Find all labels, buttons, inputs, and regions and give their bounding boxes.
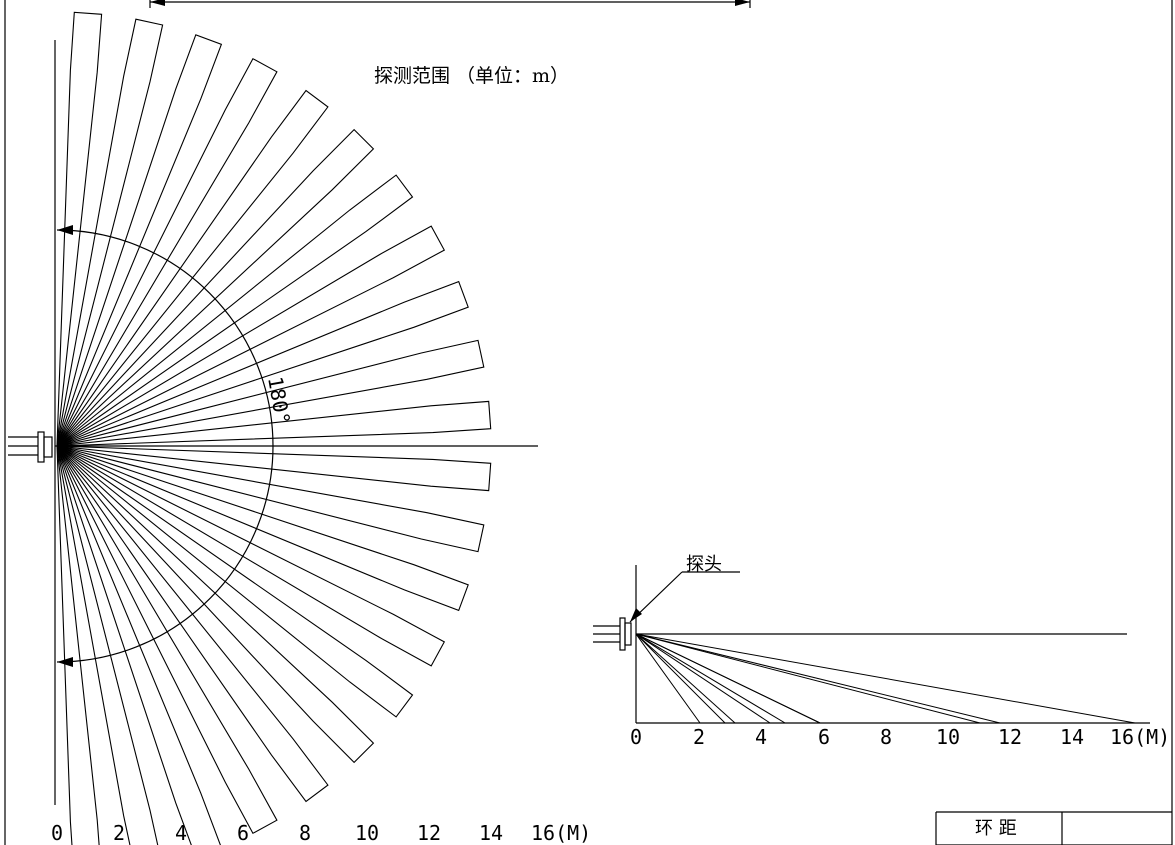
detection-beam — [56, 57, 278, 447]
top-view-probe — [8, 431, 53, 463]
tick-label: 0 — [51, 821, 63, 845]
tick-label: 4 — [755, 725, 767, 749]
tick-label: 10 — [936, 725, 960, 749]
side-view-axis-labels: 0 2 4 6 8 10 12 14 16(M) — [630, 725, 1170, 749]
detection-beam — [56, 445, 469, 612]
detection-beam — [56, 89, 329, 447]
detection-beam — [56, 445, 100, 845]
probe-label: 探头 — [686, 554, 722, 575]
tick-label: 8 — [299, 821, 311, 845]
detection-beam — [56, 400, 492, 447]
detection-beam — [56, 280, 469, 447]
top-view-title: 探测范围 （单位：m） — [374, 65, 569, 87]
detection-beam — [56, 445, 329, 803]
detection-beam — [56, 174, 414, 447]
tick-label: 12 — [417, 821, 441, 845]
range-table: 环 距 — [935, 811, 1172, 845]
tick-label: 6 — [237, 821, 249, 845]
tick-label: 12 — [998, 725, 1022, 749]
detection-beam — [56, 445, 414, 718]
top-dimension-line — [149, 0, 751, 8]
zone-near — [635, 633, 772, 724]
angle-arc — [56, 229, 274, 663]
tick-label: 16(M) — [1110, 725, 1170, 749]
zone-mid-far — [635, 633, 981, 724]
tick-label: 8 — [880, 725, 892, 749]
top-view-axis-labels: 0 2 4 6 8 10 12 14 16(M) — [51, 821, 591, 845]
zone-far — [635, 633, 1136, 724]
detection-beam — [56, 445, 446, 667]
tick-label: 2 — [113, 821, 125, 845]
detection-beam — [56, 445, 278, 835]
detection-beam — [56, 445, 159, 845]
detection-beam — [56, 18, 164, 447]
detection-fan — [56, 11, 492, 845]
detection-beam — [56, 445, 485, 553]
probe-leader-arrow — [630, 608, 642, 622]
tick-label: 6 — [818, 725, 830, 749]
side-view-probe — [593, 617, 632, 651]
detection-beam — [56, 128, 375, 447]
detection-beam — [56, 34, 223, 447]
tick-label: 2 — [693, 725, 705, 749]
detection-beam — [56, 11, 103, 447]
side-view: 探头 0 2 4 6 8 10 12 14 16(M) — [593, 554, 1170, 749]
angle-label: 180° — [263, 375, 295, 427]
tick-label: 0 — [630, 725, 642, 749]
detection-beam — [56, 445, 375, 764]
detection-beam — [56, 445, 492, 492]
tick-label: 16(M) — [531, 821, 591, 845]
zone-mid — [635, 633, 821, 724]
tick-label: 14 — [479, 821, 503, 845]
detection-beam — [56, 225, 446, 447]
tick-label: 4 — [175, 821, 187, 845]
arc-arrow-bottom — [57, 657, 73, 667]
table-header: 环 距 — [975, 818, 1017, 839]
tick-label: 14 — [1060, 725, 1084, 749]
detection-beam — [56, 339, 485, 447]
detection-beam — [56, 445, 221, 845]
tick-label: 10 — [355, 821, 379, 845]
arc-arrow-top — [57, 225, 73, 235]
